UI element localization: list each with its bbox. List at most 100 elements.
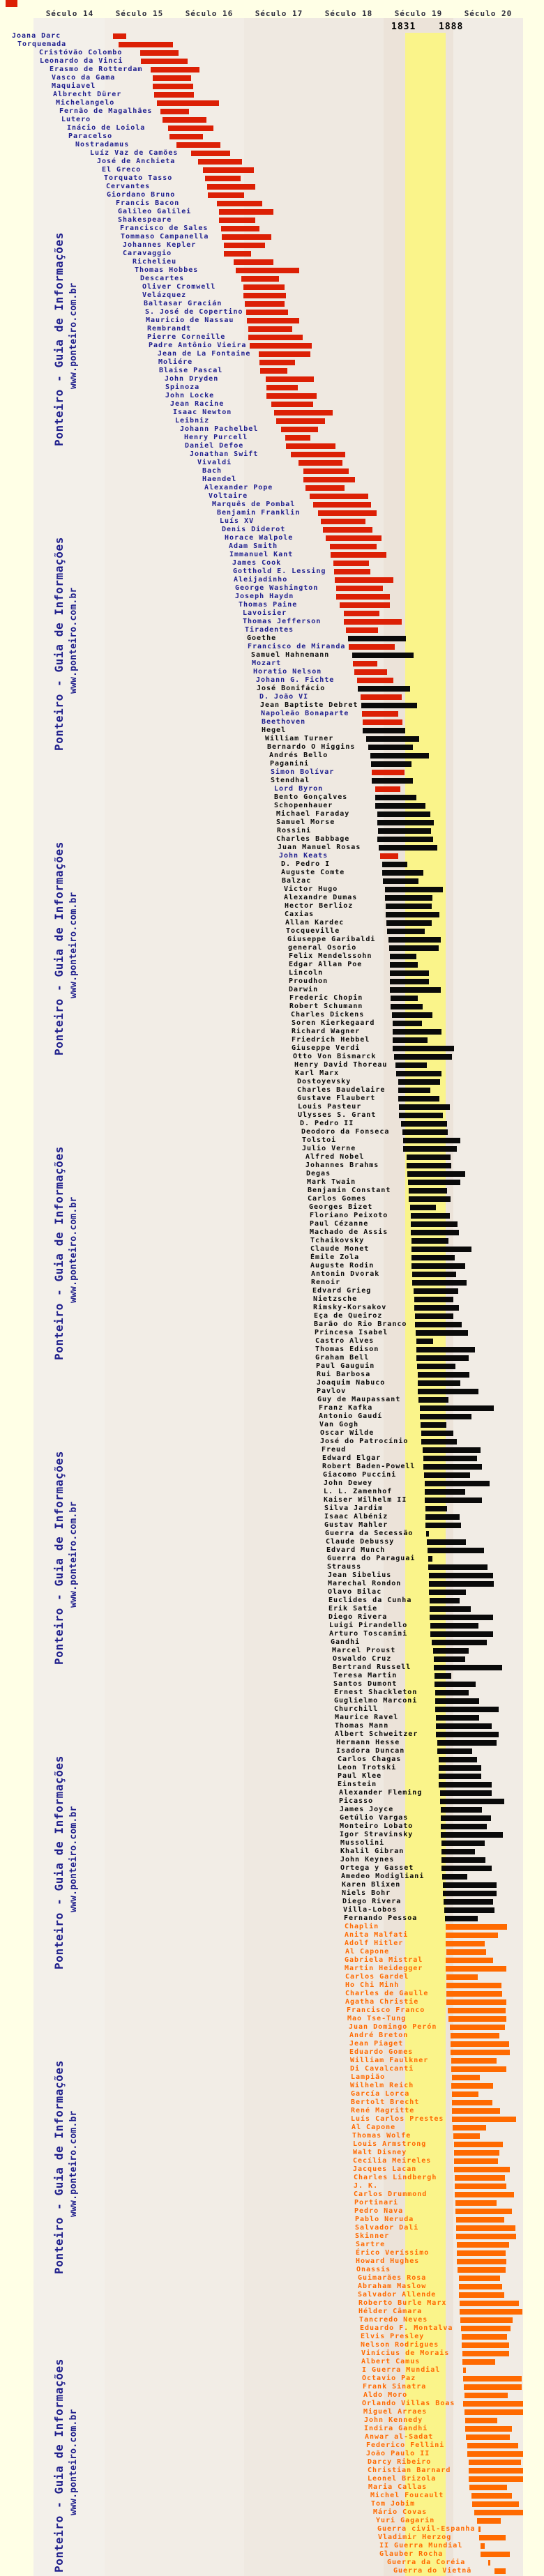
person-label: Tolstoi [302,1136,337,1144]
person-label: Auguste Rodin [310,1262,375,1270]
life-bar [414,1288,458,1294]
life-bar [383,878,418,884]
person-label: Princesa Isabel [315,1329,388,1336]
person-label: Roberto Burle Marx [358,2299,447,2307]
person-label: Napoleão Bonaparte [261,710,349,717]
person-label: Gustav Mahler [324,1521,388,1529]
person-label: Jacques Lacan [353,2165,417,2173]
war-label: I Guerra Mundial [362,2366,441,2374]
person-label: Orlando Villas Boas [362,2400,455,2407]
life-bar [346,627,378,633]
person-label: Howard Hughes [356,2257,420,2265]
life-bar [464,2384,522,2390]
war-bar [428,1556,432,1562]
life-bar [349,644,395,650]
life-bar [472,2501,519,2507]
life-bar [457,2250,506,2256]
person-label: Anita Malfati [345,1931,409,1939]
person-label: Eduardo F. Montalva [360,2324,453,2332]
life-bar [463,2401,523,2407]
sidebar-url-vertical: www.ponteiro.com.br [68,587,79,694]
person-label: Rimsky-Korsakov [313,1304,387,1311]
person-label: Vladimir Herzog [378,2533,452,2541]
person-label: Mark Twain [307,1178,356,1186]
life-bar [266,393,317,399]
person-label: Alexander Fleming [339,1789,423,1797]
person-label: Felix Mendelssohn [289,952,372,960]
life-bar [386,912,439,917]
life-bar [409,1196,451,1202]
person-label: Fernão de Magalhães [59,107,153,115]
life-bar [437,1740,497,1746]
life-bar [446,1941,485,1946]
person-label: Khalil Gibran [340,1847,405,1855]
sidebar-title-vertical: Ponteiro - Guia de Informações [52,2060,66,2274]
life-bar [439,1782,492,1788]
life-bar [391,996,418,1001]
life-bar [291,452,345,457]
person-label: Diego Rivera [328,1613,388,1621]
life-bar [467,2451,523,2457]
person-label: Otto Von Bismarck [293,1053,377,1060]
person-label: Johannes Kepler [123,241,197,249]
life-bar [421,1422,446,1428]
person-label: Charles Dickens [291,1011,365,1019]
life-bar [471,2493,512,2499]
life-bar [411,1221,458,1227]
life-bar [429,1573,493,1578]
person-label: Leonardo da Vinci [40,57,123,65]
person-label: Leibniz [175,417,210,425]
person-label: Proudhon [289,977,328,985]
person-label: Tiradentes [245,626,294,634]
life-bar [477,2518,501,2524]
life-bar [462,2351,509,2356]
person-label: Charles Babbage [276,835,350,843]
life-bar [451,2058,497,2064]
person-label: Aleijadinho [234,576,288,584]
life-bar [435,1698,479,1704]
person-label: Lutero [61,116,91,123]
person-label: Voltaire [209,492,248,500]
life-bar [276,418,325,424]
person-label: Erasmo de Rotterdam [50,66,143,73]
person-label: Moliére [158,358,193,366]
life-bar [386,920,432,926]
life-bar [446,1924,507,1930]
life-bar [248,326,292,332]
life-bar [389,945,439,951]
person-label: Igor Stravinsky [340,1831,414,1838]
person-label: Wilhelm Reich [350,2082,414,2089]
person-label: Edward Elgar [322,1454,381,1462]
life-bar [219,218,255,223]
life-bar [436,1715,479,1721]
life-bar [469,2485,507,2490]
life-bar [335,577,393,583]
life-bar [217,201,262,206]
life-bar [446,1933,498,1938]
person-label: Samuel Hahnemann [251,651,330,659]
life-bar [386,904,432,909]
person-label: Giacomo Puccini [323,1471,397,1479]
person-label: Mao Tse-Tung [347,2015,407,2022]
life-bar [425,1481,490,1486]
life-bar [443,1891,497,1896]
person-label: Torquemada [17,40,67,48]
life-bar [415,1313,453,1319]
life-bar [348,636,406,641]
life-bar [285,435,310,441]
life-bar [224,251,251,257]
life-bar [418,1389,478,1394]
person-label: Strauss [327,1563,362,1571]
life-bar [266,385,298,390]
life-bar [113,33,126,39]
life-bar [250,343,312,349]
person-label: John Keynes [340,1856,395,1864]
life-bar [428,1564,488,1570]
person-label: Olavo Bilac [328,1588,382,1596]
war-bar [494,2568,506,2574]
life-bar [375,803,425,809]
person-label: José Bonifácio [257,685,326,692]
life-bar [446,1991,502,1997]
life-bar [456,2225,515,2231]
